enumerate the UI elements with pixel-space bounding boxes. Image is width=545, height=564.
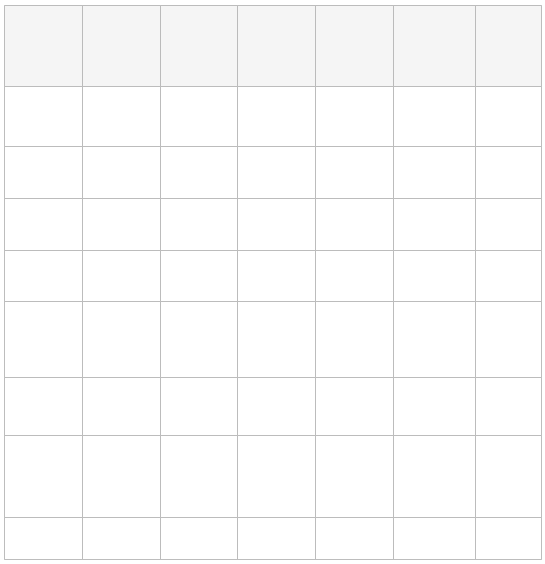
Text: insolub-
le: insolub- le: [86, 395, 125, 417]
Text: −205 °C: −205 °C: [319, 219, 361, 229]
Text: solid
(at STP): solid (at STP): [241, 161, 280, 183]
Text: 1.772 ×
10⁻⁵
Pa s
(at 25 °C): 1.772 × 10⁻⁵ Pa s (at 25 °C): [319, 452, 367, 499]
Text: 28.01 g/
mol: 28.01 g/ mol: [319, 105, 360, 127]
Text: 3.14 g/
cm³: 3.14 g/ cm³: [164, 328, 198, 350]
Text: 1.823 g/
cm³: 1.823 g/ cm³: [396, 328, 438, 350]
Text: odorless: odorless: [396, 533, 438, 543]
Text: insolub-
le: insolub- le: [241, 395, 281, 417]
Text: 1880 °C: 1880 °C: [241, 270, 281, 280]
Text: 44.084 g
/mol: 44.084 g /mol: [241, 105, 285, 127]
Text: melting
point: melting point: [8, 213, 46, 235]
Text: solubili-
ty in
water: solubili- ty in water: [8, 389, 47, 423]
Text: 280.5 °C: 280.5 °C: [396, 270, 440, 280]
Text: 0.00114-
5
g/cm³
(at 25 °C): 0.00114- 5 g/cm³ (at 25 °C): [319, 315, 367, 363]
Text: 310.17 g
/mol: 310.17 g /mol: [164, 105, 208, 127]
Text: 4027 °C: 4027 °C: [86, 270, 126, 280]
Text: gas
(at STP): gas (at STP): [319, 161, 358, 183]
Text: carbon
monox-
ide: carbon monox- ide: [319, 28, 356, 63]
Text: dynamic

viscosity: dynamic viscosity: [8, 459, 52, 493]
Text: 12.011 g
/mol: 12.011 g /mol: [86, 105, 130, 127]
Text: solid
(at STP): solid (at STP): [86, 161, 125, 183]
Text: 44.15 °C: 44.15 °C: [396, 219, 440, 229]
Text: 84.162 g
/mol: 84.162 g /mol: [479, 105, 523, 127]
Text: 1702 °C: 1702 °C: [241, 219, 282, 229]
Text: CaSiO: CaSiO: [479, 41, 508, 50]
Text: boiling
point: boiling point: [8, 264, 42, 287]
Text: phase: phase: [8, 167, 38, 177]
Text: odor: odor: [8, 533, 31, 543]
Text: −191.5
°C: −191.5 °C: [319, 264, 356, 287]
Text: solid
(at STP): solid (at STP): [396, 161, 435, 183]
Text: insolub-
le: insolub- le: [396, 395, 436, 417]
Text: 2.13 g/
cm³: 2.13 g/ cm³: [241, 328, 276, 350]
Text: silicon
monox-
ide: silicon monox- ide: [241, 28, 278, 63]
Text: density: density: [8, 334, 45, 344]
Text: 3550 °C: 3550 °C: [86, 219, 126, 229]
Text: molar
mass: molar mass: [8, 105, 37, 127]
Text: white
phosph-
orus: white phosph- orus: [396, 28, 437, 63]
Text: 2.26 g/
cm³: 2.26 g/ cm³: [86, 328, 121, 350]
Text: 123.89-
504799
g/mol: 123.89- 504799 g/mol: [396, 99, 435, 134]
Text: activated
charco-
al: activated charco- al: [86, 28, 132, 63]
Text: 0.00169
Pa s
(at 50 °C): 0.00169 Pa s (at 50 °C): [396, 459, 445, 493]
Text: odorless: odorless: [319, 533, 361, 543]
Text: tricalci-
um
diphos-
phate: tricalci- um diphos- phate: [164, 22, 201, 69]
